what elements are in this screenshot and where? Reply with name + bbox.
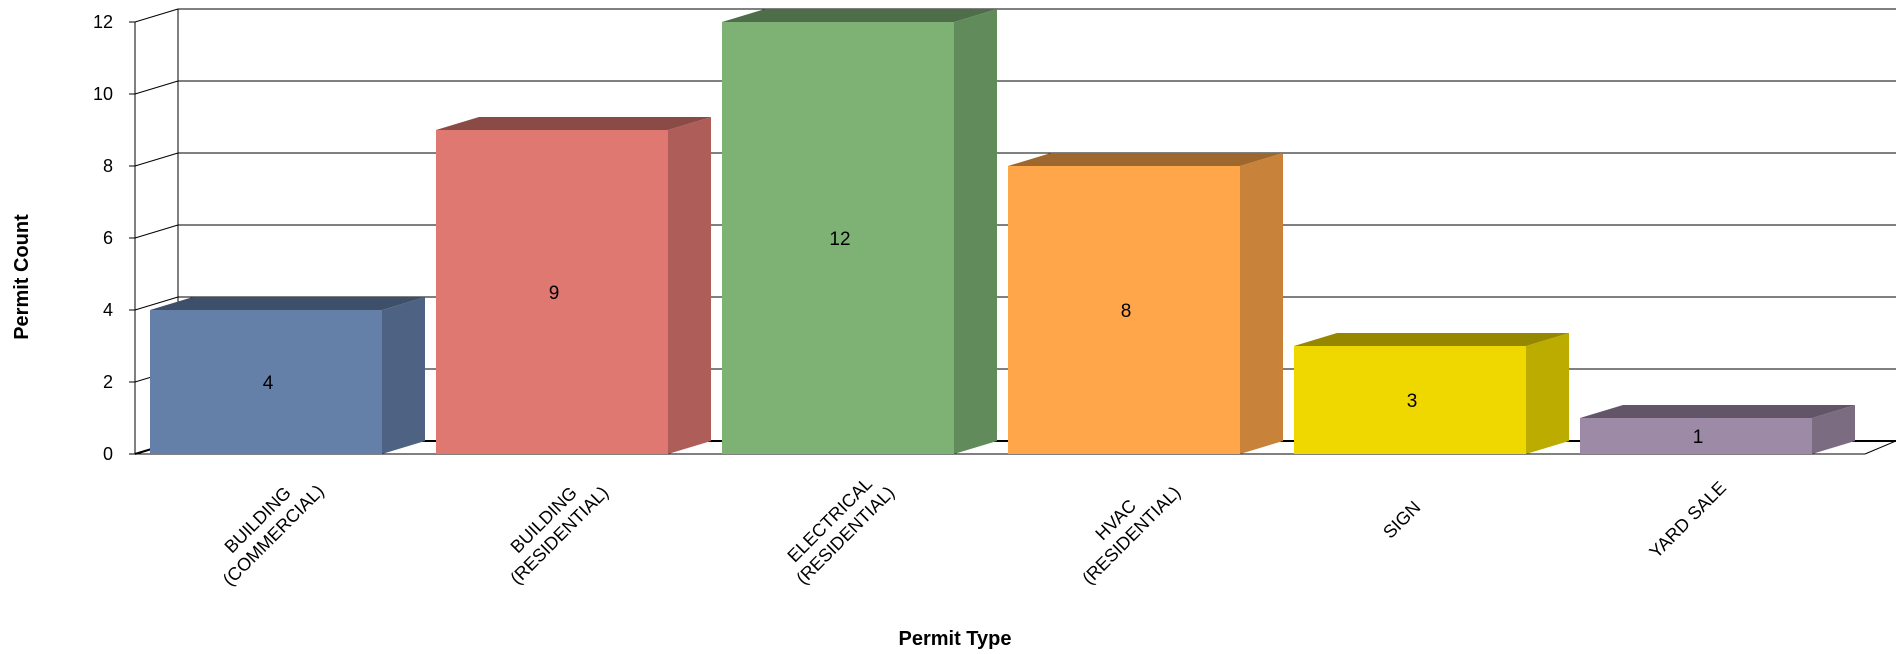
bar-front-face xyxy=(436,130,668,454)
data-label: 12 xyxy=(829,229,850,250)
bar-side-face xyxy=(382,297,425,454)
gridline-side xyxy=(134,8,179,23)
x-axis-title: Permit Type xyxy=(899,628,1012,650)
bar xyxy=(150,297,425,454)
data-label: 1 xyxy=(1693,427,1704,448)
y-tick-label: 8 xyxy=(103,156,113,176)
y-axis-title: Permit Count xyxy=(11,214,33,340)
gridline-side xyxy=(134,296,179,311)
gridline-side xyxy=(134,152,179,167)
bar xyxy=(1294,333,1569,454)
bar-top-face xyxy=(436,117,711,130)
y-axis-ticks: 0 2 4 6 8 10 12 xyxy=(93,12,135,464)
bar-front-face xyxy=(1008,166,1240,454)
x-tick-label: BUILDING(COMMERCIAL) xyxy=(203,465,327,589)
x-tick-label: SIGN xyxy=(1379,497,1424,542)
bar-front-face xyxy=(150,310,382,454)
bar-side-face xyxy=(668,117,711,454)
bar-top-face xyxy=(1580,405,1855,418)
x-tick-label: ELECTRICAL(RESIDENTIAL) xyxy=(777,467,899,589)
y-tick-label: 2 xyxy=(103,372,113,392)
bar-front-face xyxy=(1580,418,1812,454)
bar-side-face xyxy=(1526,333,1569,454)
bar-front-face xyxy=(722,22,954,454)
gridline-side xyxy=(134,224,179,239)
bar-top-face xyxy=(1008,153,1283,166)
data-label: 8 xyxy=(1121,301,1132,322)
bar xyxy=(1580,405,1855,454)
y-tick-label: 12 xyxy=(93,12,113,32)
data-label: 3 xyxy=(1407,391,1418,412)
bar xyxy=(436,117,711,454)
x-tick-label: BUILDING(RESIDENTIAL) xyxy=(491,467,613,589)
y-tick-label: 0 xyxy=(103,444,113,464)
x-tick-label: YARD SALE xyxy=(1645,477,1730,562)
bar xyxy=(1008,153,1283,454)
bar-side-face xyxy=(1240,153,1283,454)
bar-top-face xyxy=(150,297,425,310)
bar xyxy=(722,9,997,454)
gridline-side xyxy=(134,80,179,95)
bar-top-face xyxy=(722,9,997,22)
bar-side-face xyxy=(954,9,997,454)
x-axis-categories: BUILDING(COMMERCIAL) BUILDING(RESIDENTIAL… xyxy=(203,465,1730,589)
bar-side-face xyxy=(1812,405,1855,454)
y-tick-label: 4 xyxy=(103,300,113,320)
bars xyxy=(150,9,1855,454)
floor-right-edge xyxy=(1864,440,1896,455)
y-tick-label: 10 xyxy=(93,84,113,104)
y-tick-label: 6 xyxy=(103,228,113,248)
data-label: 9 xyxy=(549,283,560,304)
x-tick-label: HVAC(RESIDENTIAL) xyxy=(1063,467,1185,589)
bar-front-face xyxy=(1294,346,1526,454)
bar-top-face xyxy=(1294,333,1569,346)
data-label: 4 xyxy=(263,373,274,394)
data-labels: 4 9 12 8 3 1 xyxy=(263,229,1704,448)
